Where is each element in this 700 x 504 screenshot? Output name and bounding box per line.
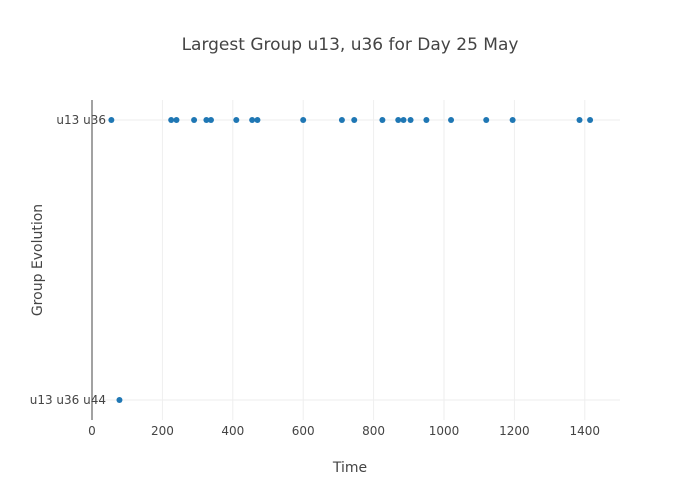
data-point [351,117,358,123]
data-point [379,117,386,123]
data-point [108,117,115,123]
data-point [173,117,180,123]
data-point [249,117,256,123]
y-tick-label: u13 u36 [56,113,106,127]
data-point [168,117,175,123]
x-tick-label: 800 [362,424,385,438]
x-tick-label: 1400 [570,424,601,438]
data-points [108,117,594,403]
data-point [509,117,516,123]
x-axis-title: Time [332,460,367,476]
x-tick-label: 400 [221,424,244,438]
data-point [191,117,198,123]
chart-title: Largest Group u13, u36 for Day 25 May [182,35,519,55]
data-point [116,397,123,403]
x-tick-label: 1000 [429,424,460,438]
data-point [423,117,430,123]
data-point [207,117,214,123]
grid-layer [92,100,620,420]
data-point [448,117,455,123]
data-point [254,117,261,123]
data-point [483,117,490,123]
x-tick-label: 200 [151,424,174,438]
x-tick-label: 1200 [499,424,530,438]
data-point [576,117,583,123]
data-point [395,117,402,123]
data-point [338,117,345,123]
data-point [407,117,414,123]
x-tick-label: 0 [88,424,96,438]
y-axis-ticks: u13 u36 u13 u36 u44 [30,113,106,407]
data-point [300,117,307,123]
y-axis-title: Group Evolution [30,204,46,316]
x-axis-ticks: 0 200 400 600 800 1000 1200 1400 [88,424,600,438]
data-point [400,117,407,123]
data-point [233,117,240,123]
data-point [587,117,594,123]
y-tick-label: u13 u36 u44 [30,393,106,407]
data-point [203,117,210,123]
x-tick-label: 600 [292,424,315,438]
